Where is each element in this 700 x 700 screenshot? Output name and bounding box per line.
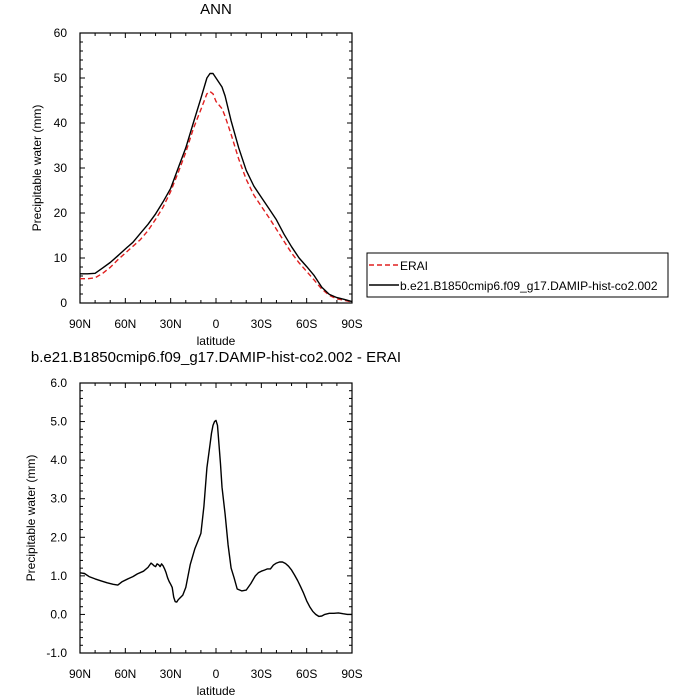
y-tick-label: 30 xyxy=(54,161,68,175)
y-tick-label: 0 xyxy=(60,296,67,310)
x-tick-label: 0 xyxy=(213,667,220,681)
y-tick-label: 3.0 xyxy=(50,492,67,506)
bottom-x-axis-title: latitude xyxy=(197,684,236,698)
legend-label-model: b.e21.B1850cmip6.f09_g17.DAMIP-hist-co2.… xyxy=(400,279,658,293)
x-tick-label: 90S xyxy=(341,667,362,681)
top-chart-legend: ERAI b.e21.B1850cmip6.f09_g17.DAMIP-hist… xyxy=(366,252,669,298)
x-tick-label: 30N xyxy=(160,317,182,331)
y-tick-label: -1.0 xyxy=(46,646,67,660)
x-tick-label: 60S xyxy=(296,667,317,681)
x-tick-label: 30N xyxy=(160,667,182,681)
legend-box xyxy=(366,252,669,298)
top-y-axis-title: Precipitable water (mm) xyxy=(30,105,44,232)
y-tick-label: 40 xyxy=(54,116,68,130)
y-tick-label: 20 xyxy=(54,206,68,220)
y-tick-label: 2.0 xyxy=(50,530,67,544)
bottom-chart-title: b.e21.B1850cmip6.f09_g17.DAMIP-hist-co2.… xyxy=(31,349,401,366)
y-tick-label: 6.0 xyxy=(50,376,67,390)
y-tick-label: 0.0 xyxy=(50,607,67,621)
y-tick-label: 1.0 xyxy=(50,569,67,583)
x-tick-label: 30S xyxy=(251,317,272,331)
x-tick-label: 90S xyxy=(341,317,362,331)
x-tick-label: 60S xyxy=(296,317,317,331)
y-tick-label: 10 xyxy=(54,251,68,265)
top-x-axis-title: latitude xyxy=(197,334,236,348)
x-tick-label: 60N xyxy=(114,317,136,331)
x-tick-label: 0 xyxy=(213,317,220,331)
x-tick-label: 90N xyxy=(69,667,91,681)
x-tick-label: 60N xyxy=(114,667,136,681)
legend-label-erai: ERAI xyxy=(400,259,428,273)
y-tick-label: 5.0 xyxy=(50,415,67,429)
top-plot-area: 90N 60N 30N 0 30S 60S 90S 0 10 20 30 40 50 60 xyxy=(54,26,363,331)
x-tick-label: 90N xyxy=(69,317,91,331)
series-line-difference xyxy=(79,419,352,618)
bottom-plot-area: 90N 60N 30N 0 30S 60S 90S -1.0 0.0 1.0 2.0 3.0 4.0 5.… xyxy=(46,376,362,681)
y-tick-label: 50 xyxy=(54,71,68,85)
bottom-y-axis-title: Precipitable water (mm) xyxy=(24,455,38,582)
y-tick-label: 60 xyxy=(54,26,68,40)
series-line-b-e21-b1850cmip6-f09-g17-damip-hist-co2-002 xyxy=(80,72,353,303)
y-tick-label: 4.0 xyxy=(50,453,67,467)
top-chart-title: ANN xyxy=(200,1,232,18)
x-tick-label: 30S xyxy=(251,667,272,681)
series-line-erai xyxy=(80,90,353,303)
